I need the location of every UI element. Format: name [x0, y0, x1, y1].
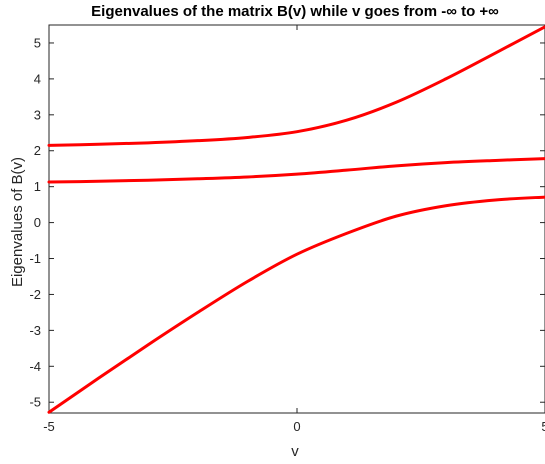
series-line-3 [47, 195, 545, 414]
y-tick-label: 3 [34, 107, 41, 122]
y-tick-label: -2 [29, 287, 41, 302]
y-tick-label: -1 [29, 251, 41, 266]
y-tick-label: 4 [34, 71, 41, 86]
x-tick-label: 0 [293, 419, 300, 434]
series-line-2 [47, 157, 545, 184]
y-tick-label: -4 [29, 359, 41, 374]
plot-axes [48, 24, 545, 414]
series-group [47, 25, 545, 414]
y-tick-label: 0 [34, 215, 41, 230]
x-tick-label: -5 [43, 419, 55, 434]
x-axis-label: v [291, 443, 299, 460]
plot-area [48, 24, 545, 414]
y-tick-label: -3 [29, 323, 41, 338]
y-axis-label: Eigenvalues of B(v) [9, 157, 26, 287]
x-tick-label: 5 [541, 419, 545, 434]
chart-title: Eigenvalues of the matrix B(v) while v g… [91, 3, 499, 20]
y-tick-label: 2 [34, 143, 41, 158]
series-line-1 [47, 25, 545, 147]
y-tick-label: 5 [34, 35, 41, 50]
tick-group: -5 -4 -3 -2 -1 0 1 2 3 4 5 -5 0 5 [29, 25, 545, 434]
y-tick-label: -5 [29, 395, 41, 410]
y-tick-label: 1 [34, 179, 41, 194]
